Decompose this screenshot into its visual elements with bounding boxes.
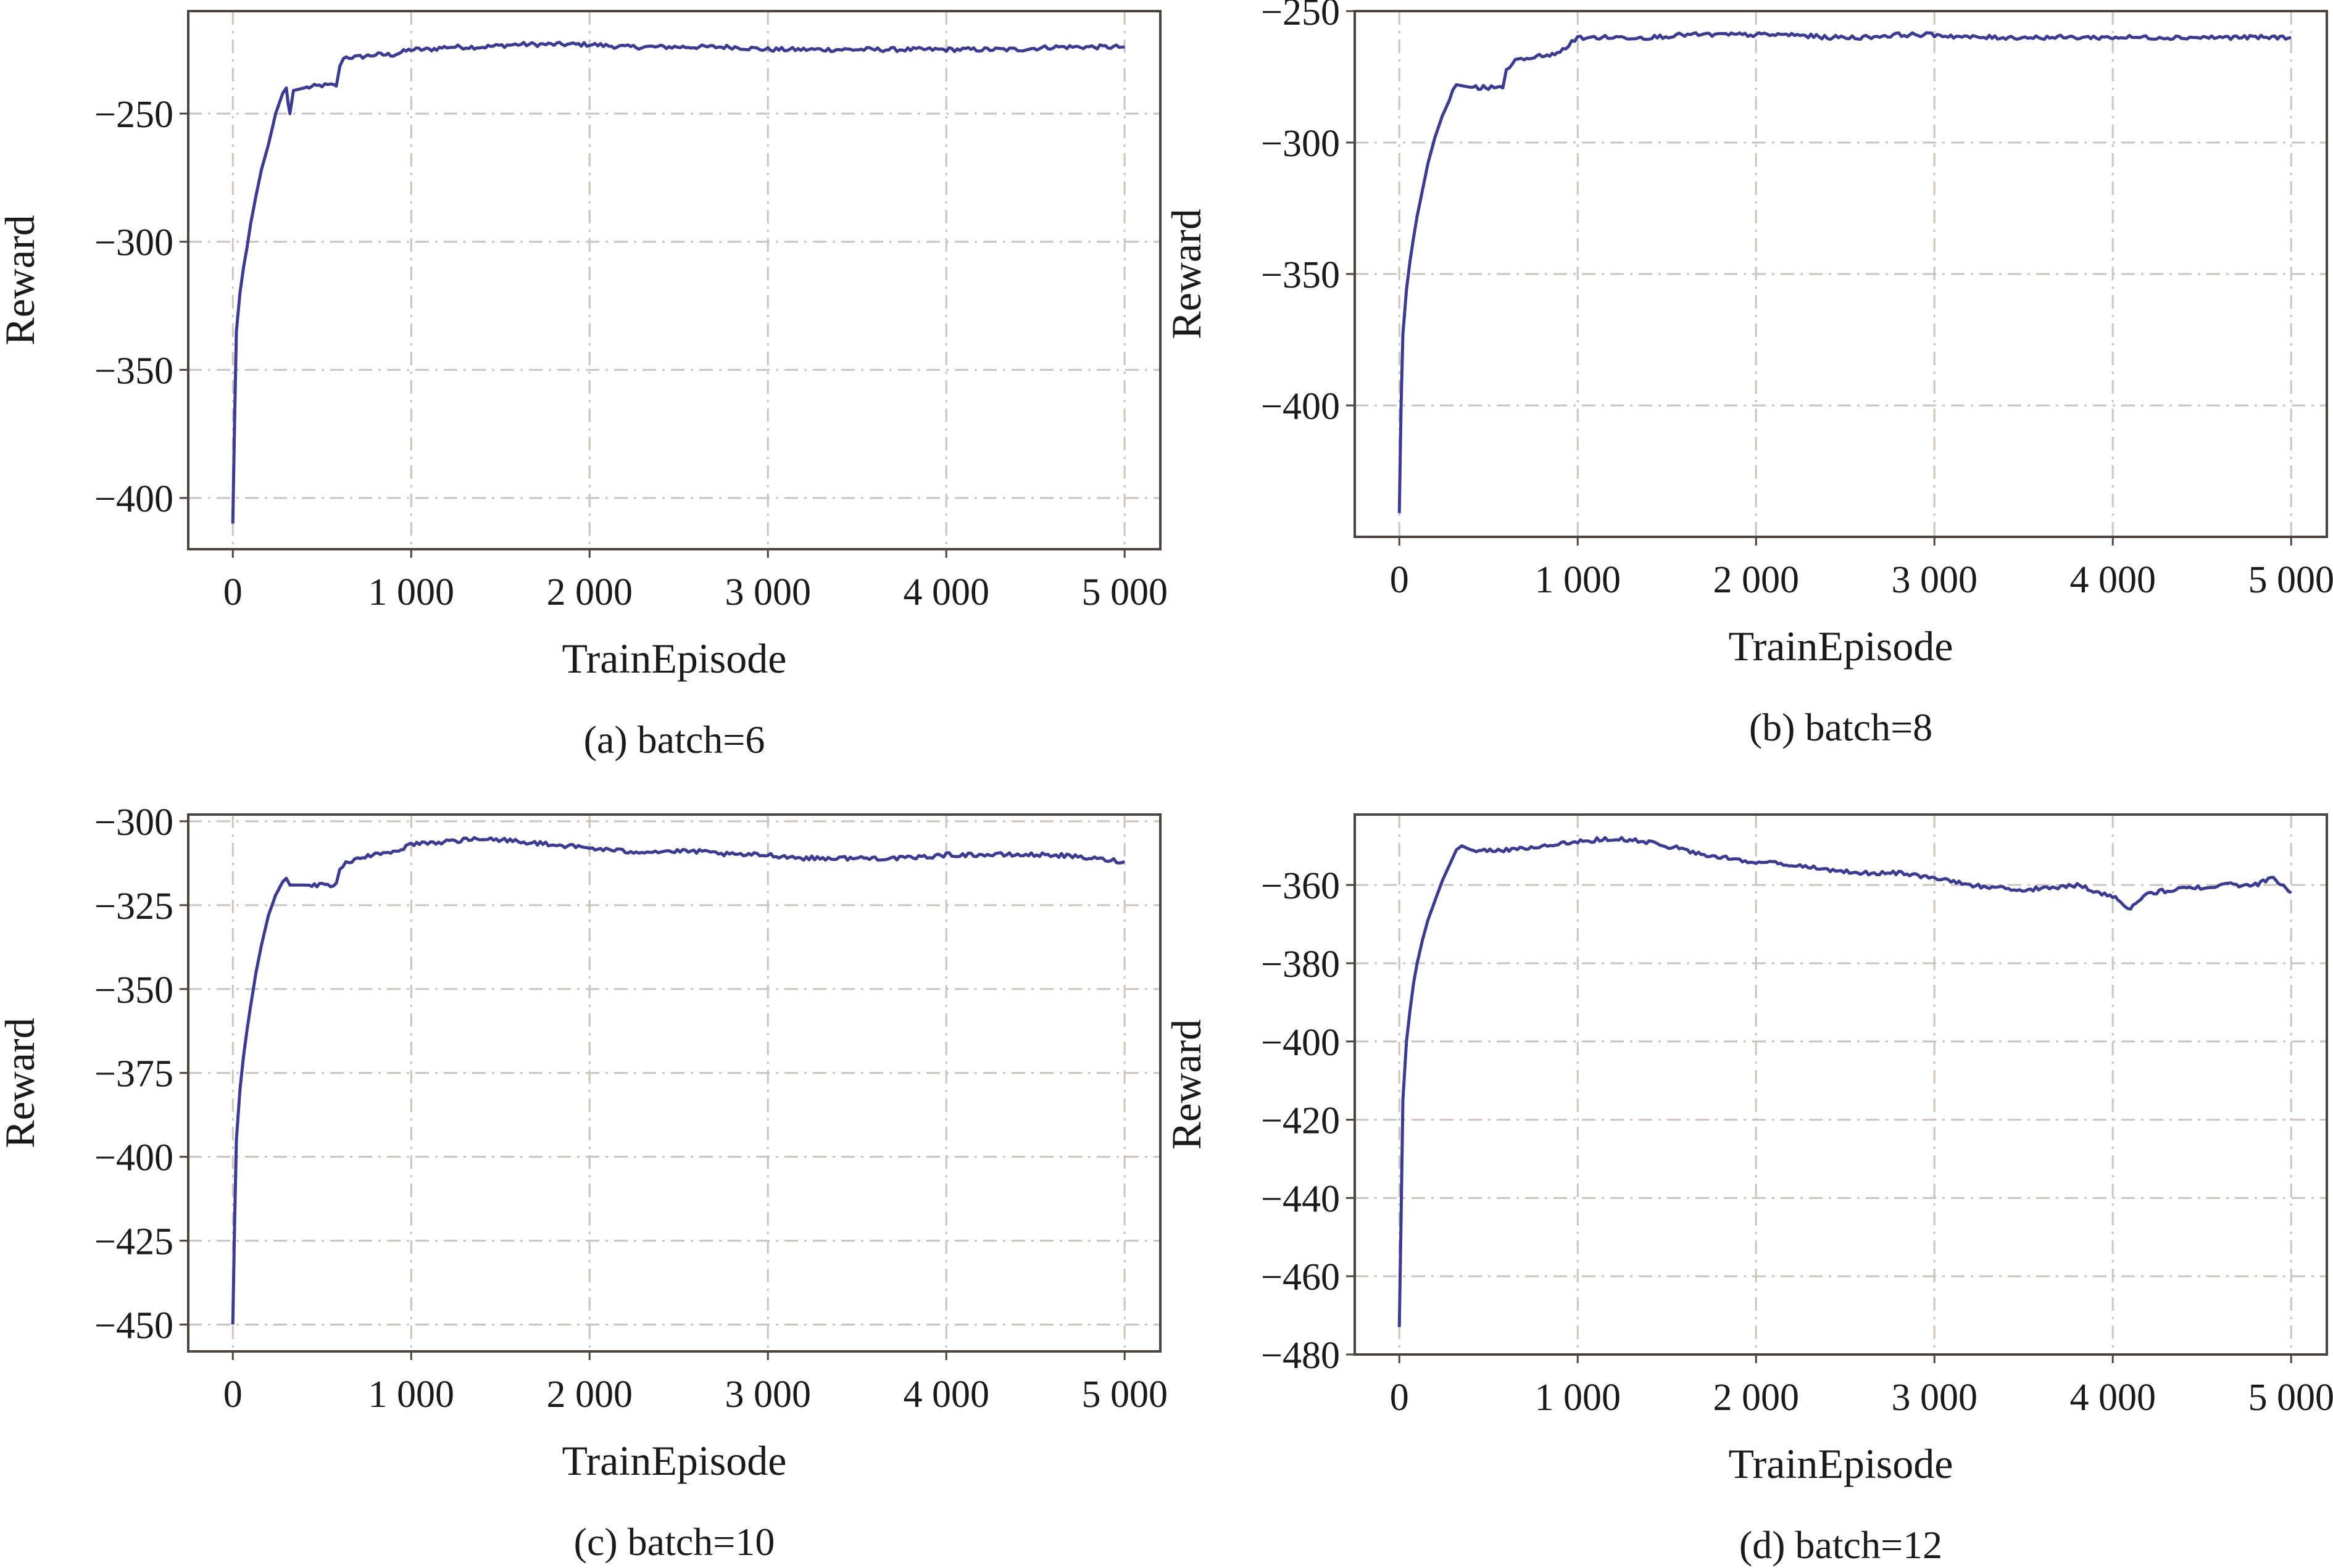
x-tick-label: 2 000 bbox=[546, 1374, 633, 1416]
plot-frame bbox=[1354, 813, 2328, 1356]
chart-caption: (c) batch=10 bbox=[574, 1520, 775, 1564]
y-axis-label: Reward bbox=[1163, 1019, 1210, 1150]
y-tick-label: −250 bbox=[1261, 0, 1340, 33]
x-axis-label: TrainEpisode bbox=[1729, 623, 1953, 670]
chart-panel-2: 0 1 000 2 000 3 000 4 000 5 000 −250 −300 −350 −4… bbox=[1163, 0, 2333, 749]
y-axis-label: Reward bbox=[0, 215, 43, 345]
y-tick-label: −425 bbox=[94, 1221, 173, 1263]
x-axis-label: TrainEpisode bbox=[1729, 1440, 1953, 1487]
x-tick-label: 4 000 bbox=[2069, 559, 2156, 601]
x-tick-label: 3 000 bbox=[1891, 1377, 1977, 1419]
reward-series-line bbox=[231, 836, 1126, 1325]
y-tick-label: −350 bbox=[94, 350, 173, 392]
y-axis-label: Reward bbox=[1163, 209, 1210, 339]
x-tick-label: 5 000 bbox=[2248, 1377, 2333, 1419]
y-tick-label: −380 bbox=[1261, 944, 1340, 985]
x-tick-label: 4 000 bbox=[903, 1374, 989, 1416]
x-tick-label: 3 000 bbox=[1891, 559, 1977, 601]
y-tick-label: −360 bbox=[1261, 865, 1340, 907]
x-tick-label: 0 bbox=[1390, 1377, 1409, 1419]
y-tick-label: −350 bbox=[94, 969, 173, 1011]
chart-caption: (d) batch=12 bbox=[1739, 1523, 1942, 1567]
y-tick-label: −440 bbox=[1261, 1178, 1340, 1220]
x-axis-label: TrainEpisode bbox=[562, 635, 787, 682]
x-axis-label: TrainEpisode bbox=[562, 1437, 787, 1484]
x-tick-label: 5 000 bbox=[2248, 559, 2333, 601]
chart-caption: (a) batch=6 bbox=[584, 718, 765, 761]
y-tick-label: −400 bbox=[94, 478, 173, 520]
chart-panel-1: 0 1 000 2 000 3 000 4 000 5 000 −250 −300 −350 −4… bbox=[0, 10, 1168, 761]
y-tick-label: −350 bbox=[1261, 254, 1340, 296]
y-tick-label: −450 bbox=[94, 1305, 173, 1347]
x-tick-label: 0 bbox=[1390, 559, 1409, 601]
chart-panel-4: 0 1 000 2 000 3 000 4 000 5 000 −360 −380 −400 −4… bbox=[1163, 813, 2333, 1567]
x-tick-label: 5 000 bbox=[1081, 571, 1168, 613]
y-tick-label: −300 bbox=[94, 222, 173, 264]
y-tick-label: −480 bbox=[1261, 1335, 1340, 1377]
y-tick-label: −300 bbox=[1261, 123, 1340, 165]
reward-series-line bbox=[231, 41, 1125, 524]
y-tick-label: −420 bbox=[1261, 1100, 1340, 1142]
y-tick-label: −400 bbox=[1261, 386, 1340, 428]
x-tick-label: 4 000 bbox=[2069, 1377, 2156, 1419]
chart-panel-3: 0 1 000 2 000 3 000 4 000 5 000 −300 −325 −350 −3… bbox=[0, 802, 1168, 1564]
x-tick-label: 1 000 bbox=[368, 1374, 454, 1416]
x-tick-label: 2 000 bbox=[1713, 1377, 1799, 1419]
chart-caption: (b) batch=8 bbox=[1749, 705, 1932, 749]
plot-frame bbox=[187, 813, 1162, 1353]
y-tick-label: −375 bbox=[94, 1053, 173, 1095]
y-tick-label: −300 bbox=[94, 802, 173, 844]
reward-series-line bbox=[1397, 31, 2292, 513]
x-tick-label: 4 000 bbox=[903, 571, 989, 613]
y-tick-label: −250 bbox=[94, 94, 173, 136]
x-tick-label: 1 000 bbox=[1534, 559, 1621, 601]
x-tick-label: 0 bbox=[223, 571, 243, 613]
reward-series-line bbox=[1397, 836, 2292, 1327]
plot-frame bbox=[187, 10, 1162, 550]
y-axis-label: Reward bbox=[0, 1018, 43, 1148]
x-tick-label: 5 000 bbox=[1081, 1374, 1168, 1416]
y-tick-label: −460 bbox=[1261, 1256, 1340, 1298]
x-tick-label: 1 000 bbox=[368, 571, 454, 613]
x-tick-label: 3 000 bbox=[725, 571, 811, 613]
x-tick-label: 2 000 bbox=[1713, 559, 1799, 601]
x-tick-label: 3 000 bbox=[725, 1374, 811, 1416]
x-tick-label: 0 bbox=[223, 1374, 243, 1416]
x-tick-label: 2 000 bbox=[546, 571, 633, 613]
x-tick-label: 1 000 bbox=[1534, 1377, 1621, 1419]
y-tick-label: −325 bbox=[94, 886, 173, 927]
y-tick-label: −400 bbox=[1261, 1022, 1340, 1064]
y-tick-label: −400 bbox=[94, 1137, 173, 1179]
